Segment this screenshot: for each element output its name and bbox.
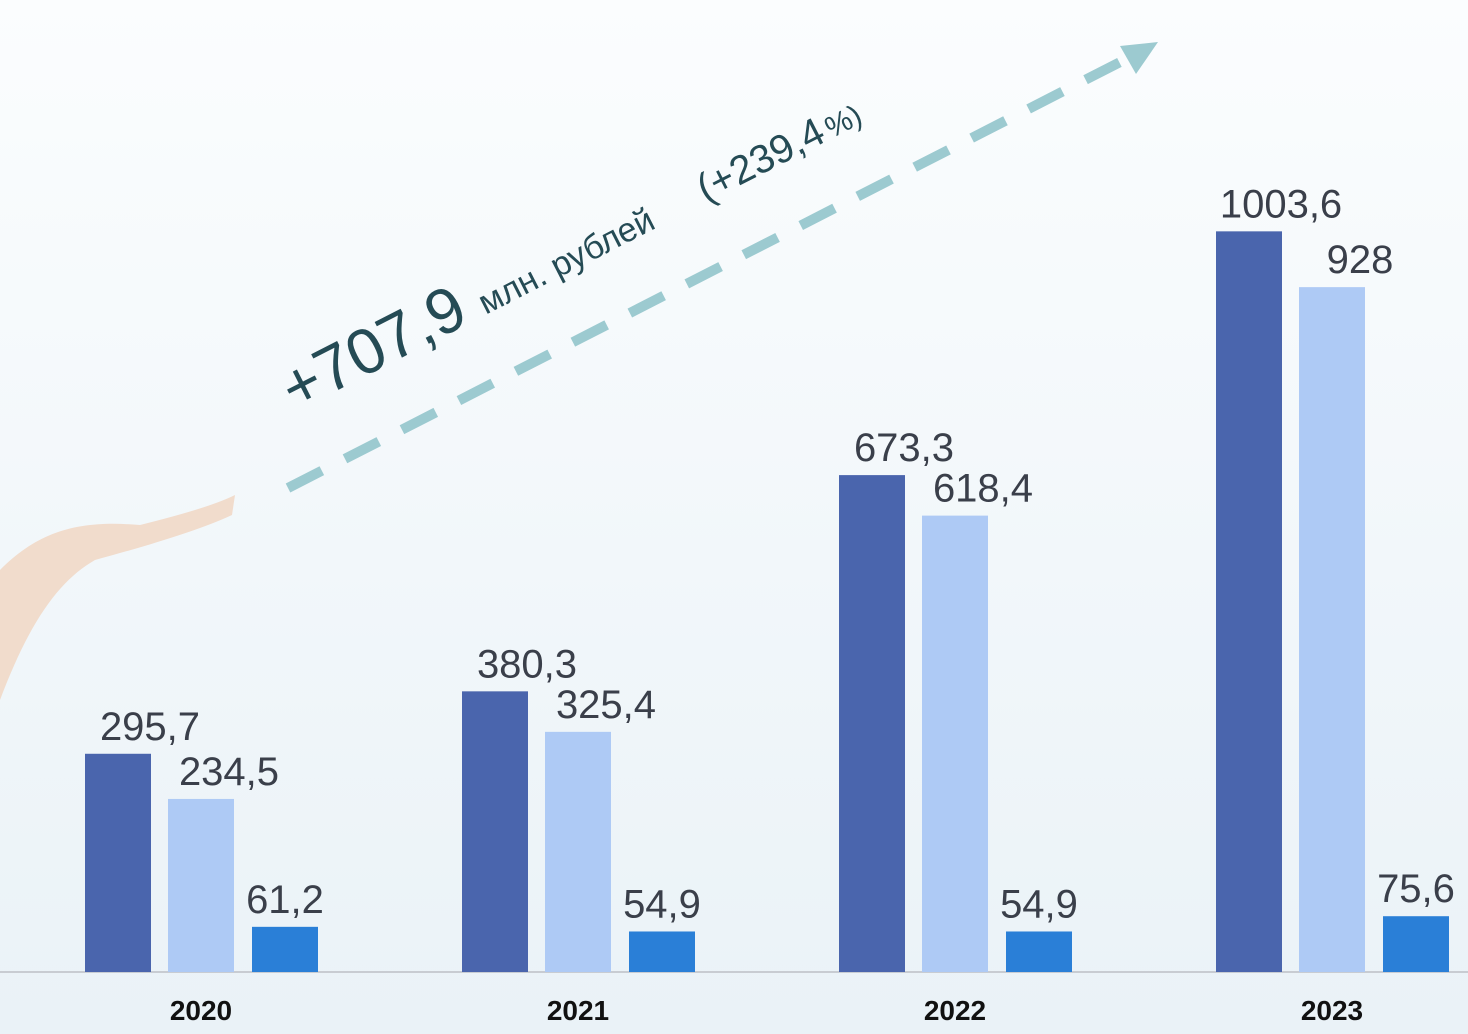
value-label: 618,4 [933,467,1033,511]
value-label: 61,2 [246,878,324,922]
value-label: 325,4 [556,683,656,727]
bar [252,926,318,972]
bar [1006,931,1072,972]
x-tick-label: 2023 [1301,995,1363,1026]
x-tick-label: 2020 [170,995,232,1026]
value-label: 234,5 [179,750,279,794]
value-label: 75,6 [1377,867,1455,911]
bar [85,753,151,972]
trend-arrow [285,52,1133,493]
x-tick-label: 2022 [924,995,986,1026]
hand [0,495,235,700]
value-label: 673,3 [854,426,954,470]
bar [168,798,234,972]
value-label: 54,9 [1000,882,1078,926]
bar [1383,916,1449,972]
value-label: 928 [1327,238,1394,282]
x-tick-label: 2021 [547,995,609,1026]
bar [462,691,528,972]
arrow-head [1120,42,1158,74]
bar [545,731,611,972]
value-label: 295,7 [100,705,200,749]
bar [1216,231,1282,972]
value-label: 54,9 [623,882,701,926]
value-label: 380,3 [477,642,577,686]
value-label: 1003,6 [1220,182,1342,226]
bar [839,475,905,972]
bar [922,515,988,972]
bar [1299,287,1365,972]
bar [629,931,695,972]
